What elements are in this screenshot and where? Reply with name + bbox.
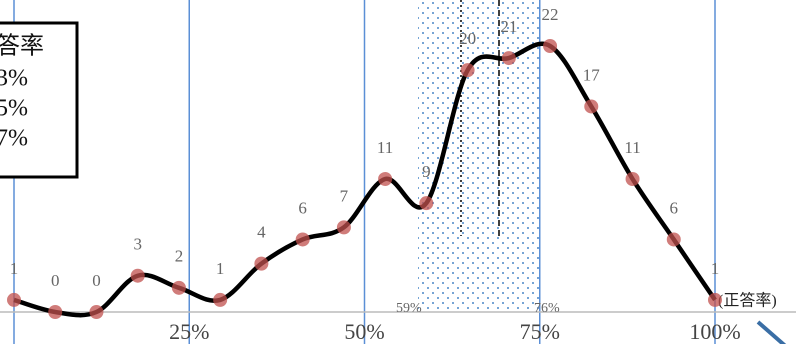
value-label: 6: [670, 198, 679, 217]
x-tick-label: 25%: [169, 319, 209, 344]
legend-text: 7%: [0, 126, 28, 152]
point: [543, 39, 558, 53]
value-label: 1: [216, 259, 225, 278]
x-tick-label: 75%: [520, 319, 560, 344]
range-shading: [418, 0, 539, 312]
value-label: 21: [500, 17, 517, 36]
arrow: [756, 320, 787, 344]
value-label: 0: [51, 271, 60, 290]
point: [419, 196, 434, 211]
value-label: 1: [711, 259, 720, 278]
point: [584, 99, 599, 114]
value-label: 11: [377, 138, 393, 157]
value-label: 11: [624, 138, 640, 157]
point: [460, 63, 475, 78]
legend-text: 5%: [0, 96, 28, 122]
value-label: 17: [583, 65, 601, 84]
value-label: 6: [298, 198, 307, 217]
point: [89, 305, 104, 319]
point: [295, 232, 310, 247]
value-label: 9: [422, 162, 431, 181]
point: [213, 292, 228, 307]
point: [501, 51, 516, 66]
point: [254, 256, 269, 271]
legend-box: [0, 21, 79, 179]
value-label: 1: [10, 259, 19, 278]
point: [666, 232, 681, 247]
point: [171, 280, 186, 295]
point: [378, 172, 393, 186]
point: [48, 305, 63, 319]
x-tick-label: 100%: [689, 319, 740, 344]
value-label: 2: [175, 247, 184, 266]
value-label: 7: [340, 186, 349, 205]
value-label: 4: [257, 223, 266, 242]
point: [708, 292, 722, 307]
x-tick-label: 50%: [344, 319, 384, 344]
point: [130, 268, 145, 283]
annotation: 59%: [396, 301, 422, 316]
legend-text: 答率: [0, 33, 44, 60]
point: [625, 172, 640, 186]
annotation: (正答率): [718, 292, 777, 310]
point: [336, 220, 351, 235]
legend-text: 3%: [0, 66, 28, 92]
annotation: 76%: [534, 301, 560, 316]
value-label: 0: [92, 271, 101, 290]
value-label: 22: [542, 5, 559, 24]
value-label: 3: [133, 235, 142, 254]
point: [7, 292, 21, 307]
value-label: 20: [459, 29, 476, 48]
